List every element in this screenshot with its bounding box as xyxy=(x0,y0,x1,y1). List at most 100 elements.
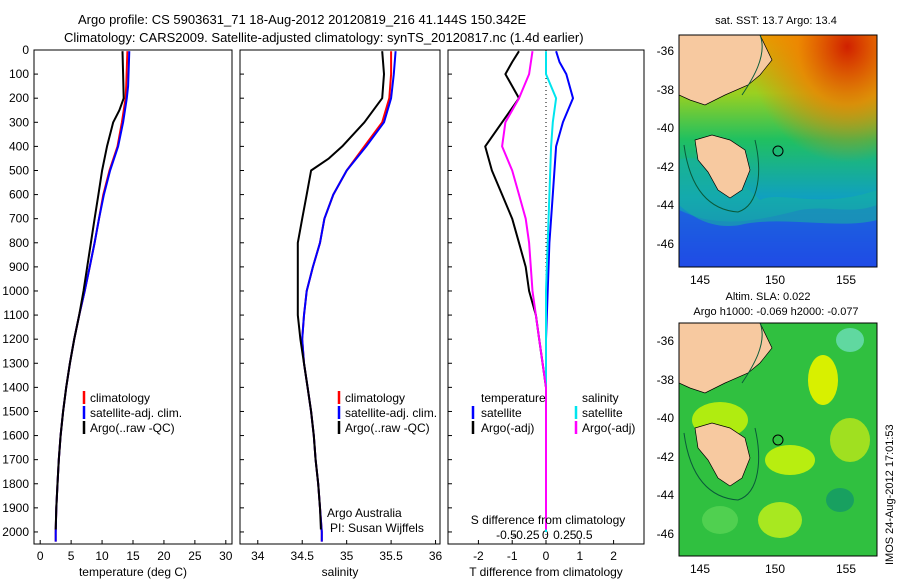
svg-text:-44: -44 xyxy=(657,488,675,502)
salinity-xlabel: salinity xyxy=(322,565,359,579)
series-line xyxy=(54,51,131,542)
top-tick-label: 0.5 xyxy=(576,528,593,542)
svg-text:-40: -40 xyxy=(657,121,675,135)
svg-text:-42: -42 xyxy=(657,160,675,174)
sla-map-title2: Argo h1000: -0.069 h2000: -0.077 xyxy=(693,306,858,318)
x-tick-label: 1 xyxy=(576,549,583,563)
salinity-chart: 34 34.5 35 35.5 36 xyxy=(251,51,443,563)
x-tick-label: 30 xyxy=(219,549,233,563)
depth-axis: 0 100 200 300 400 500 600 700 800 900 1000 1100 1200… xyxy=(2,43,452,539)
header-line2: Climatology: CARS2009. Satellite-adjuste… xyxy=(64,30,584,45)
depth-tick-label: 1900 xyxy=(2,501,29,515)
depth-tick-label: 600 xyxy=(9,188,29,202)
sst-map-xticks: 145 150 155 xyxy=(690,273,856,287)
sla-map-yticks: -36 -38 -40 -42 -44 -46 xyxy=(657,334,675,541)
legend-label: climatology xyxy=(345,391,405,405)
x-tick-label: 15 xyxy=(126,549,140,563)
svg-text:145: 145 xyxy=(690,562,710,576)
svg-text:-36: -36 xyxy=(657,334,675,348)
legend-label: Argo(..raw -QC) xyxy=(90,421,175,435)
depth-tick-label: 100 xyxy=(9,67,29,81)
series-line xyxy=(484,50,547,530)
legend-label: satellite xyxy=(582,406,623,420)
svg-text:-46: -46 xyxy=(657,237,675,251)
depth-tick-label: 500 xyxy=(9,163,29,177)
x-tick-label: 0 xyxy=(543,549,550,563)
depth-tick-label: 400 xyxy=(9,139,29,153)
depth-tick-label: 1800 xyxy=(2,477,29,491)
legend-title-salinity: salinity xyxy=(582,391,619,405)
depth-tick-label: 1300 xyxy=(2,356,29,370)
difference-top-xlabel: S difference from climatology xyxy=(471,513,626,527)
difference-xlabel: T difference from climatology xyxy=(469,565,623,579)
depth-tick-label: 1600 xyxy=(2,429,29,443)
x-tick-label: 10 xyxy=(95,549,109,563)
header-line1: Argo profile: CS 5903631_71 18-Aug-2012 … xyxy=(78,12,526,27)
series-line xyxy=(54,51,125,530)
x-tick-label: 34 xyxy=(251,549,265,563)
svg-text:150: 150 xyxy=(765,273,785,287)
depth-tick-label: 700 xyxy=(9,212,29,226)
legend-label: climatology xyxy=(90,391,150,405)
difference-legend: temperature satellite Argo(-adj) salinit… xyxy=(471,391,635,435)
x-tick-label: -2 xyxy=(473,549,484,563)
x-tick-label: 25 xyxy=(188,549,202,563)
depth-tick-label: 1100 xyxy=(3,308,29,322)
top-tick-label: -0.5 xyxy=(496,528,517,542)
legend-label: satellite-adj. clim. xyxy=(345,406,437,420)
x-tick-label: -1 xyxy=(507,549,518,563)
sla-map xyxy=(679,323,877,556)
salinity-legend: climatology satellite-adj. clim. Argo(..… xyxy=(337,391,437,435)
temperature-panel-frame xyxy=(33,49,233,545)
difference-chart: -2 -1 0 1 2-0.5-0.25 0 0.25 0.5 xyxy=(473,50,617,563)
sst-map-title: sat. SST: 13.7 Argo: 13.4 xyxy=(715,15,837,27)
legend-label: satellite xyxy=(481,406,522,420)
depth-tick-label: 900 xyxy=(9,260,29,274)
legend-title-temperature: temperature xyxy=(481,391,546,405)
svg-text:-38: -38 xyxy=(657,373,675,387)
x-tick-label: 2 xyxy=(610,549,617,563)
top-tick-label: -0.25 xyxy=(512,528,540,542)
legend-label: Argo(-adj) xyxy=(582,421,635,435)
depth-tick-label: 1000 xyxy=(2,284,29,298)
svg-text:155: 155 xyxy=(836,562,856,576)
sla-map-frame xyxy=(678,322,878,557)
top-tick-label: 0.25 xyxy=(553,528,577,542)
depth-tick-label: 300 xyxy=(9,115,29,129)
top-tick-label: 0 xyxy=(542,528,549,542)
sst-map xyxy=(679,35,877,267)
svg-text:145: 145 xyxy=(690,273,710,287)
x-tick-label: 36 xyxy=(429,549,443,563)
depth-tick-label: 1400 xyxy=(2,380,29,394)
sst-map-yticks: -36 -38 -40 -42 -44 -46 xyxy=(657,44,675,251)
temperature-xlabel: temperature (deg C) xyxy=(79,565,187,579)
sla-map-xticks: 145 150 155 xyxy=(690,562,856,576)
depth-tick-label: 200 xyxy=(9,91,29,105)
series-line xyxy=(545,50,574,532)
depth-tick-label: 0 xyxy=(22,43,29,57)
legend-label: Argo(..raw -QC) xyxy=(345,421,430,435)
salinity-panel-frame xyxy=(239,49,441,545)
annotation-line1: Argo Australia xyxy=(327,506,402,520)
timestamp-stamp: IMOS 24-Aug-2012 17:01:53 xyxy=(884,424,896,565)
svg-text:-42: -42 xyxy=(657,450,675,464)
series-line xyxy=(54,51,129,542)
depth-tick-label: 1700 xyxy=(2,453,29,467)
depth-tick-label: 2000 xyxy=(2,525,29,539)
svg-text:-44: -44 xyxy=(657,198,675,212)
depth-tick-label: 1500 xyxy=(2,404,29,418)
sst-map-frame xyxy=(678,34,878,268)
x-tick-label: 0 xyxy=(37,549,44,563)
series-line xyxy=(545,51,558,532)
sla-map-title1: Altim. SLA: 0.022 xyxy=(726,291,811,303)
svg-text:155: 155 xyxy=(836,273,856,287)
temperature-legend: climatology satellite-adj. clim. Argo(..… xyxy=(82,391,182,435)
svg-text:-36: -36 xyxy=(657,44,675,58)
svg-text:150: 150 xyxy=(765,562,785,576)
depth-tick-label: 800 xyxy=(9,236,29,250)
svg-text:-40: -40 xyxy=(657,411,675,425)
svg-text:-46: -46 xyxy=(657,527,675,541)
legend-label: Argo(-adj) xyxy=(481,421,534,435)
x-tick-label: 5 xyxy=(68,549,75,563)
